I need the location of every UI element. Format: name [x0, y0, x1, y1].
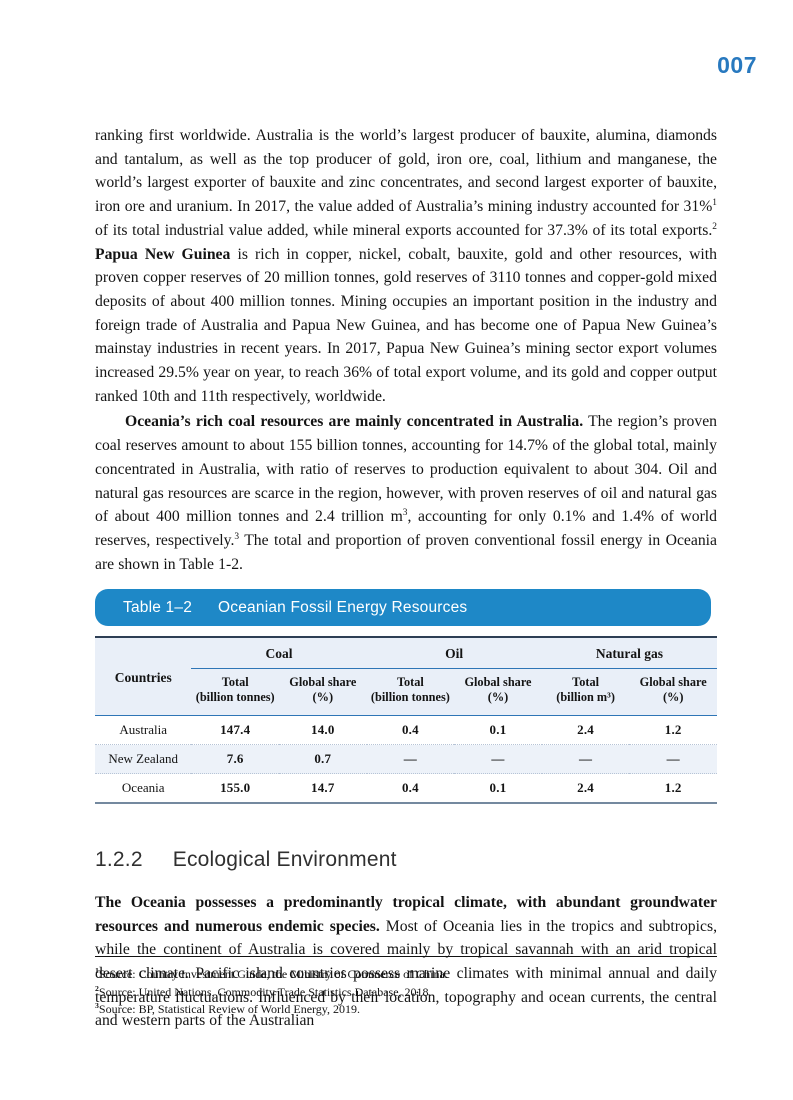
column-header-countries: Countries: [114, 669, 172, 685]
footnote-2: 2Source: United Nations, Commodity Trade…: [95, 983, 432, 999]
column-header-gas-share: Global share (%): [639, 675, 707, 705]
table-row-new-zealand: New Zealand 7.6 0.7 — — — —: [95, 744, 717, 774]
table-title: Oceanian Fossil Energy Resources: [218, 598, 468, 616]
table-header: Countries Coal Oil Natural gas Total (bi…: [95, 637, 717, 716]
page-number: 007: [717, 52, 757, 78]
section-heading: 1.2.2 Ecological Environment: [95, 848, 717, 872]
section-number: 1.2.2: [95, 847, 143, 871]
column-header-coal-total: Total (billion tonnes): [195, 675, 275, 705]
column-header-oil-share: Global share (%): [464, 675, 532, 705]
column-group-coal: Coal: [191, 637, 367, 670]
column-header-coal-share: Global share (%): [289, 675, 357, 705]
table-sub-header-row: Total (billion tonnes) Global share (%) …: [95, 669, 717, 716]
column-group-oil: Oil: [366, 637, 542, 670]
footnote-3: 3Source: BP, Statistical Review of World…: [95, 1001, 361, 1016]
paragraph-mining-resources: ranking first worldwide. Australia is th…: [95, 127, 717, 405]
footnotes-section: 1Source: Country Investment Guide, the M…: [95, 956, 717, 1019]
table-row-oceania: Oceania 155.0 14.7 0.4 0.1 2.4 1.2: [95, 773, 717, 803]
table-group-header-row: Countries Coal Oil Natural gas: [95, 637, 717, 685]
section-title: Ecological Environment: [172, 847, 397, 871]
table-row-australia: Australia 147.4 14.0 0.4 0.1 2.4 1.2: [119, 722, 682, 738]
footnote-1: 1Source: Country Investment Guide, the M…: [95, 966, 448, 981]
table-caption-banner: Table 1–2 Oceanian Fossil Energy Resourc…: [95, 589, 711, 627]
column-header-gas-total: Total (billion m³): [556, 675, 615, 705]
fossil-energy-table: Countries Coal Oil Natural gas Total (bi…: [95, 636, 717, 804]
table-number: Table 1–2: [123, 598, 193, 616]
column-header-oil-total: Total (billion tonnes): [370, 675, 450, 705]
column-group-natural-gas: Natural gas: [541, 637, 717, 670]
page-content: ranking first worldwide. Australia is th…: [95, 124, 717, 1033]
paragraph-ecological-environment: The Oceania possesses a predominantly tr…: [95, 893, 717, 1030]
paragraph-coal-resources: Oceania’s rich coal resources are mainly…: [95, 413, 718, 573]
